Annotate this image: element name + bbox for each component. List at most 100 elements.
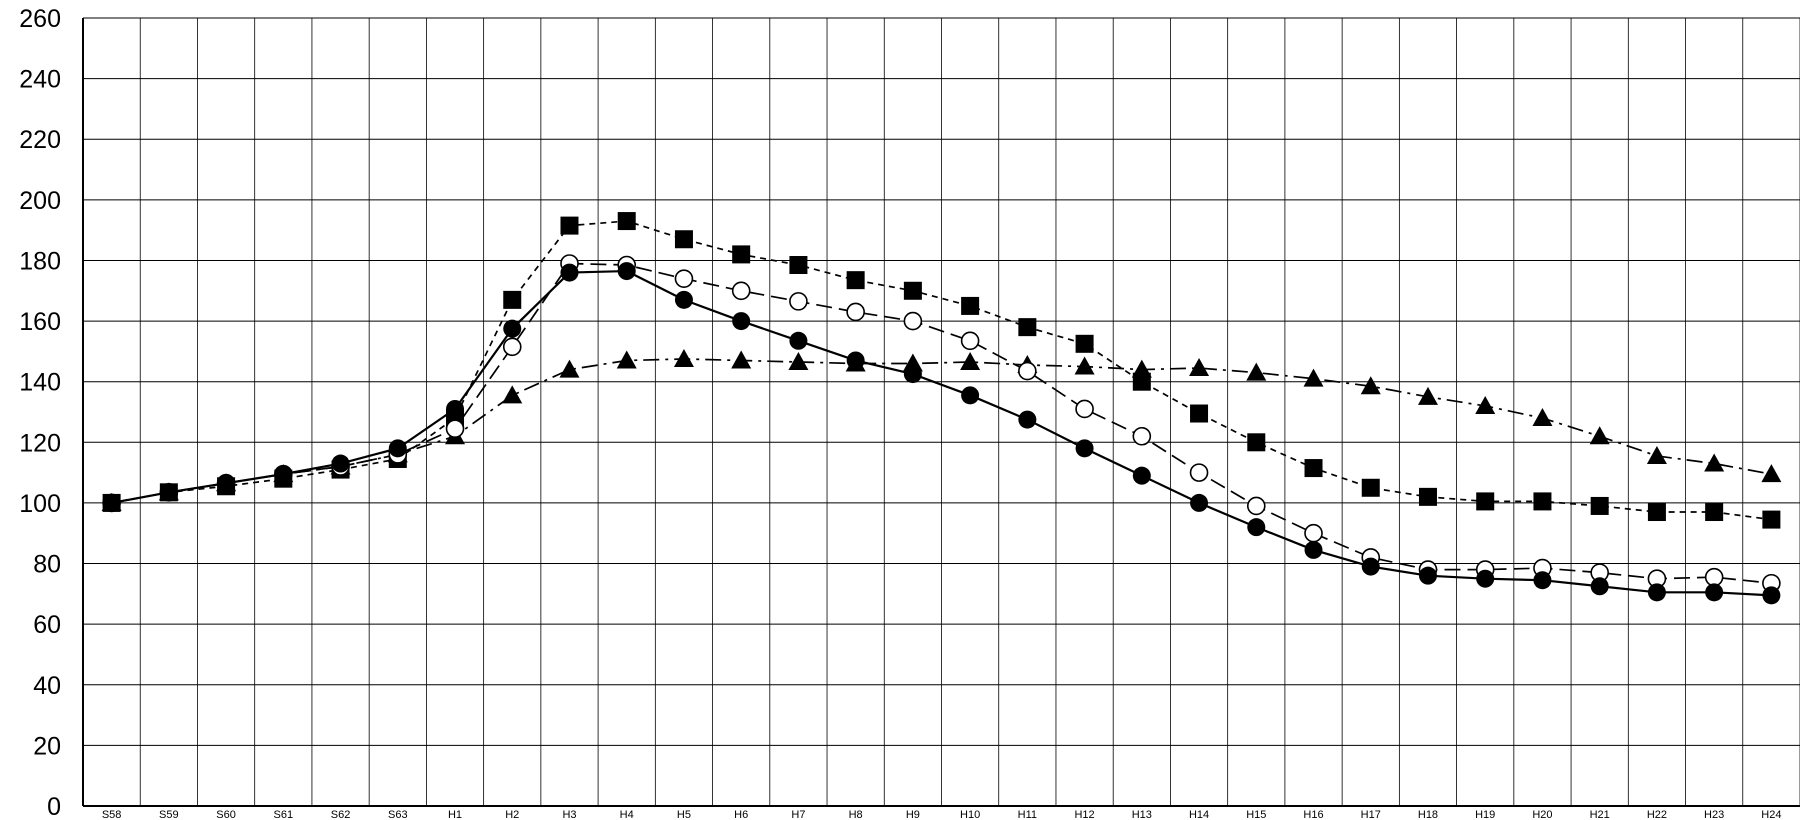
data-point-series-2 bbox=[445, 419, 465, 438]
x-tick-label: S58 bbox=[102, 809, 122, 820]
x-tick-label: S63 bbox=[388, 809, 408, 820]
data-point-series-1 bbox=[846, 351, 865, 370]
data-point-series-3 bbox=[1533, 492, 1552, 511]
data-point-series-3 bbox=[1590, 496, 1609, 515]
series-line-3 bbox=[111, 220, 1772, 521]
data-point-series-4 bbox=[502, 385, 523, 404]
data-point-series-3 bbox=[1762, 510, 1781, 529]
x-tick-label: H11 bbox=[1018, 809, 1037, 820]
x-tick-label: H6 bbox=[734, 809, 748, 820]
data-point-series-3 bbox=[846, 271, 865, 290]
data-point-series-1 bbox=[331, 454, 350, 473]
x-axis-ticks: S58 S59 S60 S61 S62 S63 H1 H2 H3 H4 H5 H6 H7 H8 H9 H10 H… bbox=[102, 809, 1782, 820]
data-point-series-2 bbox=[1304, 523, 1323, 543]
data-point-series-4 bbox=[1360, 376, 1381, 395]
y-tick-label: 100 bbox=[19, 490, 61, 518]
x-tick-label: H17 bbox=[1361, 809, 1381, 820]
x-tick-label: H9 bbox=[906, 809, 920, 820]
data-point-series-3 bbox=[1132, 372, 1151, 391]
x-tick-label: H8 bbox=[849, 809, 863, 820]
y-tick-label: 220 bbox=[19, 126, 61, 154]
x-tick-label: H20 bbox=[1532, 809, 1552, 820]
y-tick-label: 80 bbox=[33, 551, 61, 579]
data-point-series-2 bbox=[1189, 463, 1209, 482]
x-tick-label: H3 bbox=[562, 809, 576, 820]
data-point-series-1 bbox=[217, 474, 236, 493]
data-point-series-1 bbox=[903, 365, 922, 384]
data-point-series-3 bbox=[617, 212, 636, 231]
x-tick-label: H22 bbox=[1647, 809, 1667, 820]
x-tick-label: H2 bbox=[505, 809, 519, 820]
data-point-series-3 bbox=[1190, 404, 1209, 423]
data-point-series-1 bbox=[789, 331, 808, 350]
data-point-series-3 bbox=[1647, 503, 1666, 522]
x-tick-label: H21 bbox=[1590, 809, 1610, 820]
data-point-series-4 bbox=[1475, 395, 1496, 414]
grid-lines bbox=[82, 17, 1800, 807]
data-point-series-4 bbox=[1761, 464, 1782, 483]
data-point-series-3 bbox=[503, 290, 522, 309]
x-tick-label: H14 bbox=[1189, 809, 1209, 820]
y-tick-label: 200 bbox=[19, 187, 61, 215]
data-point-series-4 bbox=[1303, 368, 1324, 387]
data-point-series-2 bbox=[846, 302, 865, 322]
data-point-series-1 bbox=[274, 465, 293, 484]
data-point-series-2 bbox=[731, 281, 751, 301]
data-point-series-3 bbox=[1705, 503, 1724, 522]
data-point-series-4 bbox=[673, 348, 694, 367]
data-point-series-2 bbox=[1075, 399, 1094, 419]
data-point-series-3 bbox=[1018, 318, 1037, 337]
y-tick-label: 60 bbox=[33, 611, 61, 639]
data-point-series-1 bbox=[1418, 566, 1437, 585]
data-point-series-3 bbox=[903, 281, 922, 300]
data-point-series-3 bbox=[1418, 487, 1437, 506]
data-point-series-1 bbox=[388, 439, 407, 458]
x-tick-label: S60 bbox=[216, 809, 236, 820]
x-tick-label: S61 bbox=[274, 809, 294, 820]
data-point-series-1 bbox=[1304, 540, 1323, 559]
data-point-series-2 bbox=[674, 269, 694, 288]
data-point-series-1 bbox=[1762, 586, 1781, 605]
data-point-series-4 bbox=[1189, 358, 1210, 377]
data-point-series-2 bbox=[789, 292, 808, 311]
data-point-series-4 bbox=[1246, 362, 1267, 381]
series-layer bbox=[101, 212, 1782, 605]
data-point-series-1 bbox=[1132, 466, 1151, 485]
x-tick-label: H4 bbox=[620, 809, 634, 820]
data-point-series-3 bbox=[674, 230, 693, 249]
data-point-series-2 bbox=[502, 337, 522, 357]
data-point-series-1 bbox=[1705, 583, 1724, 602]
data-point-series-4 bbox=[960, 351, 981, 370]
data-point-series-1 bbox=[674, 290, 693, 309]
x-tick-label: H18 bbox=[1418, 809, 1438, 820]
x-tick-label: H16 bbox=[1303, 809, 1323, 820]
data-point-series-4 bbox=[559, 359, 580, 378]
y-axis-ticks: 0 20 40 60 80 100 120 140 160 180 200 220 240 260 bbox=[19, 5, 61, 820]
data-point-series-4 bbox=[1074, 356, 1095, 375]
x-tick-label: S62 bbox=[331, 809, 351, 820]
y-tick-label: 160 bbox=[19, 308, 61, 336]
x-tick-label: H13 bbox=[1132, 809, 1152, 820]
y-tick-label: 180 bbox=[19, 247, 61, 275]
x-tick-label: H7 bbox=[791, 809, 805, 820]
data-point-series-1 bbox=[1361, 557, 1380, 576]
series-1 bbox=[102, 262, 1781, 605]
data-point-series-1 bbox=[503, 319, 522, 338]
x-tick-label: H15 bbox=[1246, 809, 1266, 820]
x-tick-label: H5 bbox=[677, 809, 691, 820]
x-tick-label: H12 bbox=[1074, 809, 1094, 820]
x-tick-label: S59 bbox=[159, 809, 179, 820]
data-point-series-4 bbox=[1704, 453, 1725, 472]
data-point-series-1 bbox=[1190, 493, 1209, 512]
data-point-series-4 bbox=[788, 351, 809, 370]
data-point-series-1 bbox=[1247, 518, 1266, 537]
data-point-series-1 bbox=[961, 386, 980, 405]
data-point-series-3 bbox=[732, 245, 751, 264]
data-point-series-1 bbox=[560, 263, 579, 282]
series-line-2 bbox=[111, 262, 1772, 585]
x-tick-label: H19 bbox=[1475, 809, 1495, 820]
data-point-series-3 bbox=[1361, 478, 1380, 497]
y-tick-label: 120 bbox=[19, 429, 61, 457]
series-line-1 bbox=[111, 269, 1772, 597]
